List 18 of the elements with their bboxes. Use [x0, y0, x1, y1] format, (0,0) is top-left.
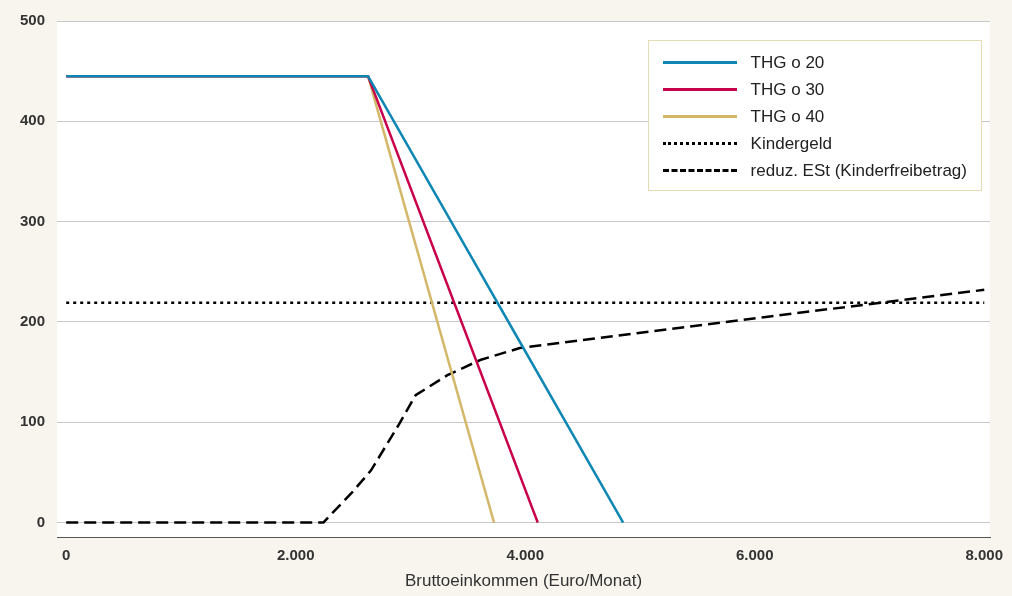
x-tick-label: 0	[62, 545, 71, 563]
x-tick-label: 4.000	[506, 545, 545, 563]
legend-label: THG o 30	[750, 79, 825, 100]
legend-label: Kindergeld	[750, 133, 832, 154]
x-tick-label: 6.000	[735, 545, 774, 563]
y-tick-label: 300	[20, 211, 46, 229]
legend-label: THG o 20	[750, 52, 825, 73]
line-series	[64, 288, 986, 524]
y-tick-label: 500	[20, 11, 46, 29]
x-tick-label: 8.000	[965, 545, 1004, 563]
y-tick-label: 0	[36, 512, 46, 530]
legend-label: reduz. ESt (Kinderfreibetrag)	[750, 160, 967, 181]
y-tick-label: 200	[20, 312, 46, 330]
y-tick-label: 400	[20, 111, 46, 129]
legend-label: THG o 40	[750, 106, 825, 127]
y-tick-label: 100	[20, 412, 46, 430]
x-axis-title: Bruttoeinkommen (Euro/Monat)	[404, 571, 643, 591]
x-tick-label: 2.000	[276, 545, 315, 563]
